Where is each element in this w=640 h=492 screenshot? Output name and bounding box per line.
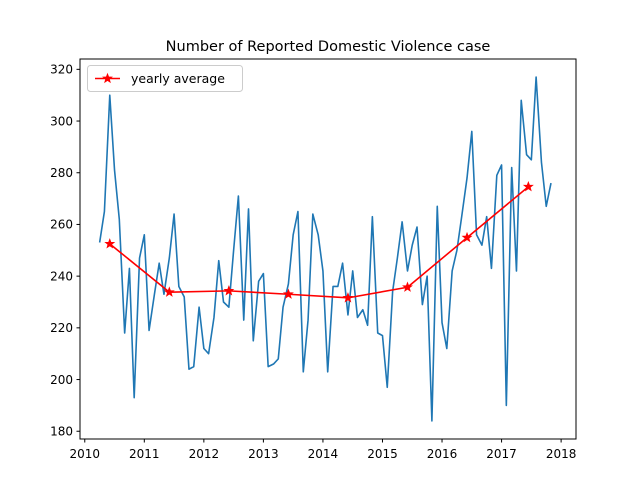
x-tick-label: 2014 xyxy=(308,447,339,461)
y-tick-label: 320 xyxy=(50,63,73,77)
yearly-average-marker xyxy=(402,281,413,292)
x-tick-label: 2010 xyxy=(69,447,100,461)
plot-frame xyxy=(79,58,577,440)
chart-title: Number of Reported Domestic Violence cas… xyxy=(166,39,491,55)
x-tick-label: 2015 xyxy=(367,447,398,461)
x-tick-label: 2016 xyxy=(427,447,458,461)
yearly-average-line xyxy=(109,186,529,299)
yearly-average-marker xyxy=(104,238,116,249)
x-tick-label: 2017 xyxy=(486,447,517,461)
y-tick-label: 300 xyxy=(50,114,73,128)
yearly-average-marker xyxy=(522,180,534,192)
series-layer xyxy=(98,76,552,422)
y-axis-ticks: 180 200 220 240 260 280 300 320 xyxy=(50,63,80,439)
legend-line-marker xyxy=(95,72,120,84)
yearly-average-marker xyxy=(223,285,235,296)
y-tick-label: 180 xyxy=(50,425,73,439)
monthly-cases-line xyxy=(98,76,552,422)
x-axis-ticks: 2010 2011 2012 2013 2014 2015 2016 2017 2018 xyxy=(69,439,576,461)
x-tick-label: 2011 xyxy=(129,447,160,461)
legend: yearly average xyxy=(87,65,243,92)
y-tick-label: 280 xyxy=(50,166,73,180)
y-tick-label: 220 xyxy=(50,321,73,335)
x-tick-label: 2013 xyxy=(248,447,279,461)
yearly-average-marker xyxy=(163,286,175,297)
y-tick-label: 260 xyxy=(50,218,73,232)
legend-star-marker xyxy=(102,72,113,84)
legend-box xyxy=(87,65,243,92)
yearly-average-marker xyxy=(461,231,473,243)
x-tick-label: 2018 xyxy=(546,447,577,461)
y-tick-label: 200 xyxy=(50,373,73,387)
yearly-average-marker xyxy=(342,292,354,303)
plot-area xyxy=(80,59,576,439)
y-tick-label: 240 xyxy=(50,269,73,283)
yearly-average-marker xyxy=(282,288,294,299)
legend-label: yearly average xyxy=(131,71,225,86)
x-tick-label: 2012 xyxy=(189,447,220,461)
